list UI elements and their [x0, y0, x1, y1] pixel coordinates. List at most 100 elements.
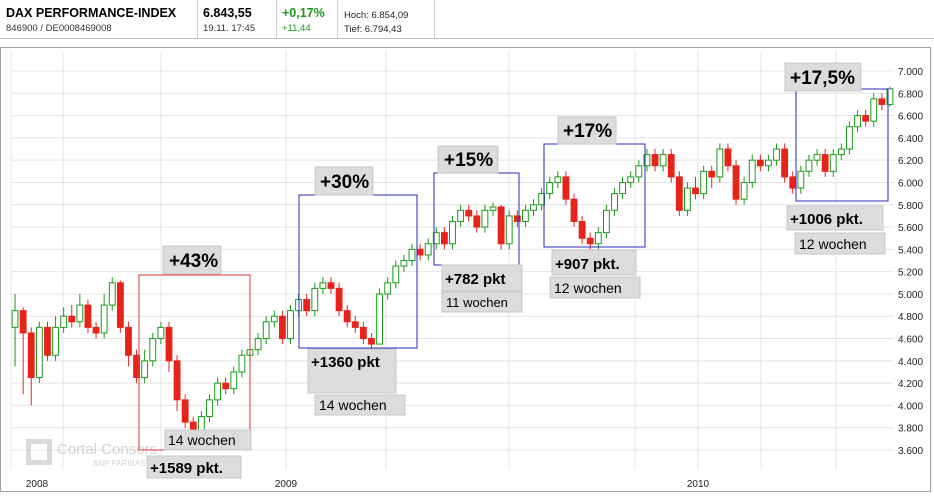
candle — [400, 254, 408, 272]
candle-body — [351, 321, 359, 328]
candle — [829, 149, 837, 177]
candle-body — [756, 159, 764, 167]
candle-body — [505, 215, 513, 245]
candle — [384, 277, 392, 300]
candle-body — [319, 282, 327, 289]
candle-body — [692, 187, 699, 195]
candle — [513, 210, 521, 228]
y-axis: 3.600 3.800 4.000 4.200 4.400 4.600 4.800 5.000… — [898, 67, 923, 457]
y-tick-label: 5.400 — [898, 245, 923, 256]
candle — [27, 327, 35, 406]
candle — [530, 199, 537, 216]
candle-body — [84, 304, 92, 328]
candle-body — [230, 371, 238, 390]
candle — [805, 154, 813, 177]
candle-body — [27, 332, 35, 379]
candle — [230, 366, 238, 395]
points-label-17-5: +1006 pkt. — [790, 211, 863, 228]
candle-body — [141, 360, 149, 379]
y-tick-label: 4.000 — [898, 401, 923, 412]
candle-body — [797, 170, 805, 189]
candle — [392, 260, 400, 289]
candle-body — [457, 209, 465, 222]
candle-body — [675, 176, 683, 211]
candle — [651, 149, 659, 172]
candle-body — [214, 382, 221, 401]
candle — [424, 238, 432, 261]
candle-body — [92, 326, 100, 334]
candle-body — [222, 382, 230, 390]
candle-body — [530, 204, 537, 211]
pct-label-17: +17% — [563, 121, 612, 142]
watermark: Cortal Consors BNP PARIBAS — [26, 439, 157, 468]
candle — [603, 204, 610, 239]
candle — [497, 204, 505, 250]
candle — [68, 305, 76, 328]
y-tick-label: 3.600 — [898, 446, 923, 457]
candle — [465, 204, 473, 222]
candle — [287, 305, 294, 345]
y-tick-label: 5.200 — [898, 268, 923, 279]
watermark-sub: BNP PARIBAS — [93, 459, 146, 468]
candle — [206, 394, 213, 423]
candle — [538, 188, 546, 211]
candle-body — [473, 215, 481, 228]
candle — [100, 293, 108, 339]
candle-body — [149, 338, 157, 362]
candle — [756, 154, 764, 172]
candle — [716, 143, 724, 183]
candle-body — [854, 115, 861, 128]
candle — [173, 355, 181, 411]
y-tick-label: 5.000 — [898, 290, 923, 301]
grid — [10, 51, 894, 470]
candle — [473, 210, 481, 233]
index-name[interactable]: DAX PERFORMANCE-INDEX — [6, 6, 177, 20]
candle — [627, 171, 635, 189]
candle-body — [311, 287, 319, 312]
candle-body — [359, 326, 367, 340]
candle — [667, 149, 675, 183]
candle — [781, 143, 789, 183]
candle-body — [643, 154, 651, 167]
candle-body — [562, 176, 570, 200]
candle-body — [651, 154, 659, 167]
candle-body — [700, 170, 708, 195]
candle-body — [254, 338, 262, 351]
candle-body — [708, 170, 716, 178]
candle — [222, 377, 230, 395]
candle-body — [724, 148, 732, 167]
x-tick-label: 2008 — [26, 479, 49, 490]
candle — [359, 321, 367, 345]
y-tick-label: 4.800 — [898, 312, 923, 323]
candle-body — [635, 165, 643, 178]
candle-body — [513, 215, 521, 222]
candle — [125, 321, 132, 367]
candle-body — [181, 399, 189, 423]
index-name-cell: DAX PERFORMANCE-INDEX 846900 / DE0008469… — [0, 0, 198, 38]
price-cell: 6.843,55 19.11. 17:45 — [198, 0, 277, 38]
points-label-15: +782 pkt — [445, 271, 505, 288]
candle — [570, 193, 578, 228]
candle-body — [206, 399, 213, 418]
candle — [35, 321, 43, 384]
candle-body — [343, 310, 351, 323]
candle-body — [424, 243, 432, 256]
candle-body — [481, 209, 489, 228]
range-box-17 — [543, 143, 646, 248]
candle — [789, 171, 797, 194]
candle-body — [846, 126, 853, 150]
candle-body — [659, 154, 667, 167]
y-tick-label: 5.800 — [898, 201, 923, 212]
candles — [11, 86, 894, 445]
y-tick-label: 4.400 — [898, 357, 923, 368]
chart-frame: Cortal Consors BNP PARIBAS 3.600 3.800 4.0… — [0, 47, 931, 492]
candle-body — [594, 232, 602, 245]
current-price: 6.843,55 — [203, 6, 252, 20]
candle-body — [837, 148, 845, 156]
pct-label-15: +15% — [444, 150, 493, 171]
candle-body — [627, 176, 635, 183]
candle — [594, 227, 602, 250]
candle — [708, 165, 716, 189]
candle-body — [116, 282, 124, 328]
candle-body — [603, 209, 610, 234]
